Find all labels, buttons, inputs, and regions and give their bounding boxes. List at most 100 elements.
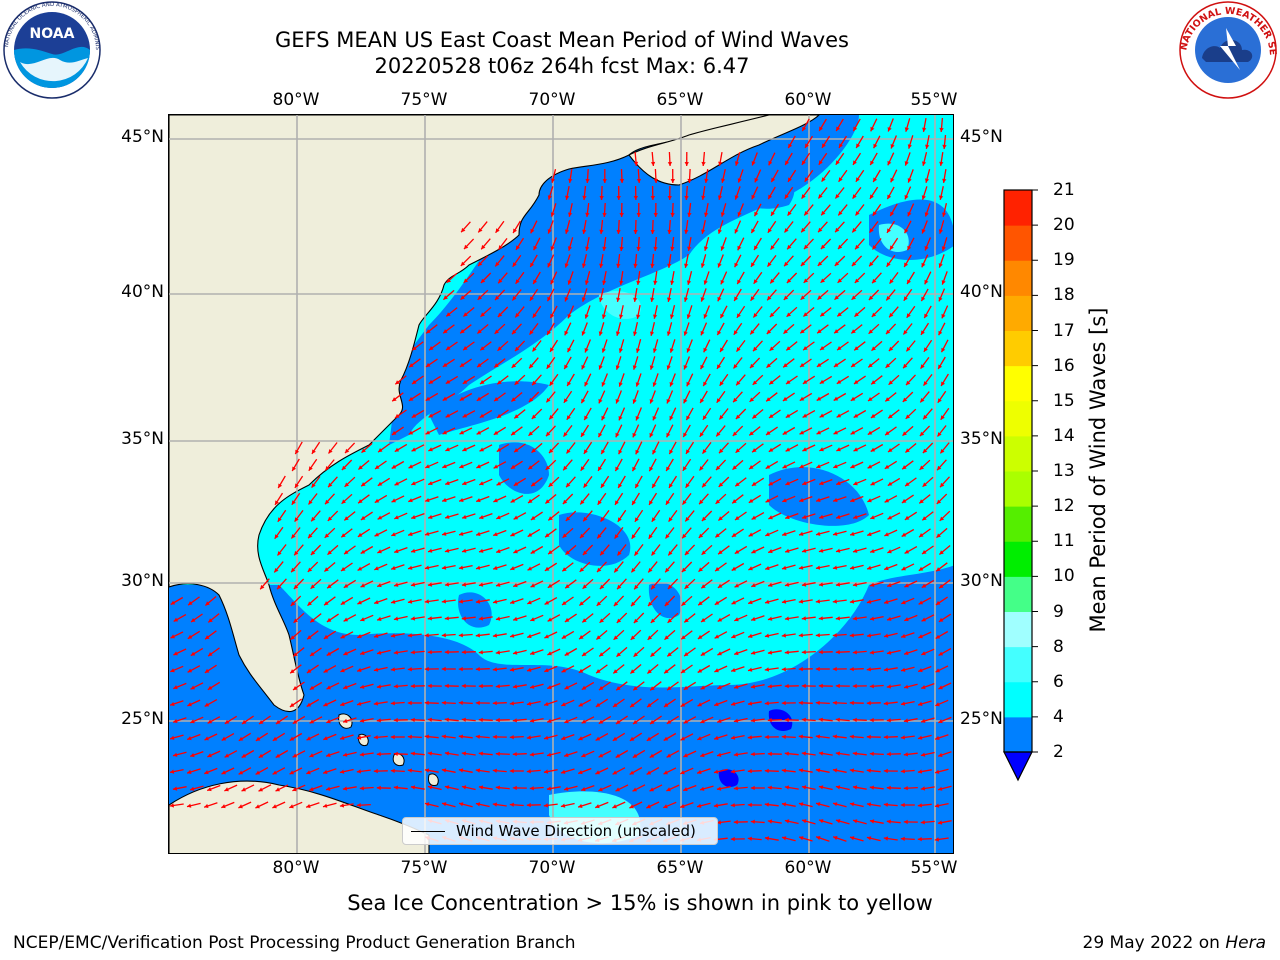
run-date-text: 29 May 2022 on: [1082, 933, 1226, 953]
wave-direction-arrowhead: [510, 599, 515, 604]
wave-direction-arrowhead: [445, 481, 450, 486]
wave-direction-arrowhead: [801, 650, 806, 655]
wave-direction-arrowhead: [410, 650, 415, 655]
wave-direction-arrowhead: [939, 584, 944, 589]
wave-direction-arrowhead: [799, 836, 804, 841]
wave-direction-arrowhead: [598, 466, 602, 471]
wave-direction-arrowhead: [900, 802, 905, 808]
wave-direction-arrowhead: [781, 802, 787, 807]
wave-direction-arrowhead: [921, 718, 926, 723]
wave-direction-arrowhead: [547, 330, 551, 335]
wave-direction-arrowhead: [547, 229, 552, 234]
wave-direction-arrowhead: [323, 736, 328, 741]
wave-direction-arrowhead: [938, 229, 943, 234]
wave-direction-arrowhead: [698, 533, 704, 538]
lat-tick-left: 35°N: [121, 429, 164, 449]
wave-direction-arrowhead: [634, 551, 639, 556]
wave-direction-arrowhead: [934, 803, 940, 808]
wave-direction-arrowhead: [818, 683, 823, 689]
wave-direction-arrowhead: [547, 718, 552, 723]
wave-direction-arrowhead: [391, 430, 397, 435]
wave-direction-arrowhead: [323, 702, 328, 707]
wave-direction-arrowhead: [327, 550, 332, 555]
wave-direction-arrowhead: [511, 431, 516, 436]
wave-direction-arrowhead: [867, 498, 872, 503]
wave-direction-arrowhead: [187, 736, 192, 741]
wave-direction-arrowhead: [766, 329, 772, 334]
wave-direction-arrowhead: [801, 785, 807, 790]
lat-tick-right: 40°N: [960, 282, 1003, 302]
wave-direction-arrowhead: [390, 701, 395, 706]
wave-direction-arrowhead: [650, 719, 655, 724]
wave-direction-arrowhead: [802, 447, 807, 452]
lon-tick-top: 80°W: [272, 90, 320, 110]
wave-direction-arrowhead: [669, 382, 674, 387]
wave-direction-arrowhead: [799, 396, 805, 401]
wave-direction-arrowhead: [680, 736, 685, 741]
wave-direction-arrowhead: [870, 515, 875, 520]
wave-direction-arrowhead: [526, 701, 532, 706]
wave-direction-arrowhead: [442, 531, 447, 536]
wave-direction-arrowhead: [699, 499, 704, 505]
wave-direction-arrowhead: [801, 751, 806, 756]
wave-direction-arrowhead: [868, 329, 873, 334]
wave-direction-arrowhead: [852, 228, 857, 233]
wave-direction-arrowhead: [717, 651, 722, 656]
wave-direction-arrowhead: [666, 399, 671, 404]
wave-direction-arrowhead: [939, 550, 944, 555]
wave-direction-arrowhead: [460, 295, 465, 300]
wave-direction-arrowhead: [747, 836, 752, 841]
wave-direction-arrowhead: [853, 447, 858, 452]
wave-direction-arrowhead: [903, 296, 908, 301]
wave-direction-arrowhead: [615, 787, 620, 792]
wave-direction-arrowhead: [817, 295, 822, 300]
wave-direction-arrowhead: [764, 701, 769, 706]
wave-direction-arrowhead: [836, 447, 841, 452]
lat-tick-right: 25°N: [960, 709, 1003, 729]
wave-direction-arrowhead: [428, 514, 433, 519]
wave-direction-arrowhead: [477, 363, 482, 368]
colorbar-band: [1004, 295, 1032, 331]
wave-direction-arrowhead: [356, 803, 361, 808]
wave-direction-arrowhead: [935, 702, 940, 707]
lat-tick-right: 35°N: [960, 429, 1003, 449]
wave-direction-arrowhead: [652, 416, 657, 421]
wave-direction-arrowhead: [582, 550, 588, 555]
wave-direction-arrowhead: [750, 684, 756, 689]
wave-direction-arrowhead: [887, 583, 892, 588]
wave-direction-arrowhead: [190, 786, 195, 791]
wave-direction-arrowhead: [647, 635, 652, 640]
wave-direction-arrowhead: [833, 531, 838, 536]
wave-direction-arrowhead: [886, 751, 891, 757]
wave-direction-arrowhead: [391, 464, 397, 469]
wave-direction-arrowhead: [666, 787, 671, 792]
wave-direction-arrowhead: [564, 364, 569, 370]
lon-tick-bottom: 60°W: [784, 858, 832, 878]
wave-direction-arrowhead: [787, 244, 792, 250]
wave-direction-arrowhead: [783, 295, 789, 300]
wave-direction-arrowhead: [663, 736, 669, 741]
wave-direction-arrowhead: [650, 161, 656, 166]
wave-direction-arrowhead: [889, 245, 894, 250]
noaa-logo-text: NOAA: [30, 26, 75, 42]
wave-direction-arrowhead: [583, 516, 588, 522]
wave-direction-arrowhead: [629, 804, 634, 809]
wave-direction-arrowhead: [785, 413, 791, 418]
wave-direction-arrowhead: [616, 229, 621, 234]
wave-direction-arrowhead: [686, 415, 691, 421]
wave-direction-arrowhead: [343, 651, 348, 656]
wave-direction-arrowhead: [528, 431, 533, 436]
wave-direction-arrowhead: [650, 652, 655, 657]
wave-direction-arrowhead: [732, 499, 737, 504]
wave-direction-arrowhead: [547, 195, 552, 200]
wave-direction-arrowhead: [733, 397, 738, 403]
wave-direction-arrowhead: [650, 331, 655, 336]
wave-direction-arrowhead: [289, 770, 294, 775]
wave-direction-arrowhead: [872, 211, 877, 216]
wave-direction-arrowhead: [411, 515, 416, 520]
wave-direction-arrowhead: [357, 634, 362, 639]
wave-direction-arrowhead: [444, 785, 450, 790]
wave-direction-arrowhead: [868, 295, 874, 300]
wave-direction-arrowhead: [784, 650, 789, 655]
wave-direction-arrowhead: [411, 548, 416, 553]
